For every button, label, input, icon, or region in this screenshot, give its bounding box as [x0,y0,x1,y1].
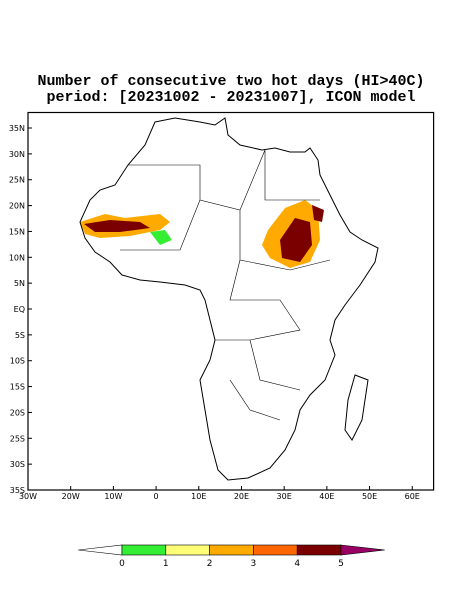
map-layer [79,117,379,481]
x-tick-label: 30W [19,492,37,501]
y-tick-label: 10S [10,357,25,366]
x-tick-label: 20E [234,492,249,501]
y-tick-label: 25N [9,176,25,185]
colorbar-label: 2 [207,559,213,569]
colorbar-label: 1 [163,559,169,569]
y-tick-label: 20N [9,202,25,211]
x-tick-label: 10E [191,492,206,501]
colorbar-bin [165,544,210,556]
x-tick-label: 40E [319,492,334,501]
title-line: Number of consecutive two hot days (HI>4… [37,73,424,90]
y-tick-label: 30N [9,150,25,159]
y-tick-label: 10N [9,253,25,262]
colorbar-triangle [340,544,385,556]
colorbar-bin [296,544,342,556]
colorbar-label: 3 [251,559,257,569]
x-tick-label: 0 [154,492,159,501]
y-tick-label: 20S [10,408,25,417]
y-tick-label: 15N [9,227,25,236]
colorbar-label: 5 [338,559,344,569]
x-tick-label: 10W [104,492,122,501]
map-frame [27,111,435,491]
x-tick-label: 30E [277,492,292,501]
heat-patch [84,220,150,232]
colorbar-label: 0 [119,559,125,569]
y-tick-label: 5N [14,279,25,288]
x-tick-label: 60E [405,492,420,501]
y-tick-label: 30S [10,460,25,469]
y-tick-label: 35S [10,486,25,495]
colorbar-label: 4 [294,559,300,569]
y-tick-label: 25S [10,434,25,443]
colorbar-bin [121,544,167,556]
borders [120,149,331,421]
x-tick-label: 20W [62,492,80,501]
y-tick-label: 5S [15,331,25,340]
y-tick-label: 15S [10,383,25,392]
colorbar-triangle [78,544,123,556]
heat-patch [312,205,324,222]
colorbar-bin [253,544,298,556]
title-line: period: [20231002 - 20231007], ICON mode… [46,89,415,106]
colorbar-bin [209,544,254,556]
x-tick-label: 50E [362,492,377,501]
heat-patch [280,218,312,262]
coastline [79,117,379,481]
y-tick-label: EQ [14,305,25,314]
coastline [344,374,369,441]
heat-patch [150,230,172,245]
y-tick-label: 35N [9,124,25,133]
